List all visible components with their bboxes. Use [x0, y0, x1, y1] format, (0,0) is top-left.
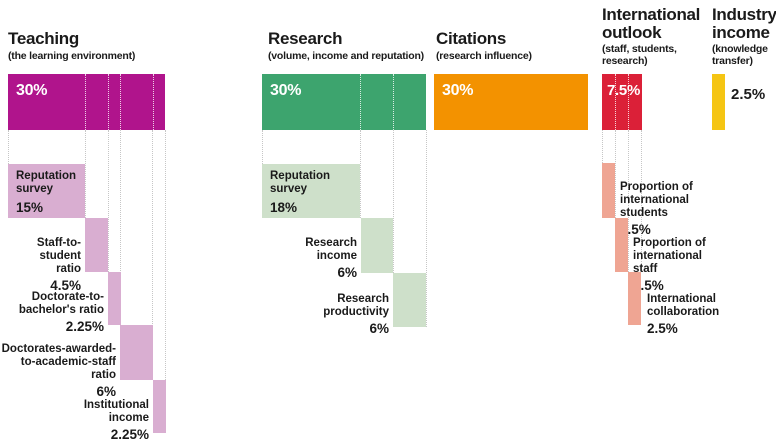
citations-subtitle: (research influence)	[436, 50, 532, 62]
sub-item-weight: 2.25%	[110, 427, 149, 442]
citations-title: Citations	[436, 29, 507, 48]
bar-divider	[615, 74, 616, 130]
guide-line	[108, 130, 109, 272]
guide-line	[152, 130, 153, 380]
sub-item-label: Reputation survey	[270, 170, 331, 195]
sub-item-label: Research income	[305, 237, 357, 262]
teaching-institutional-income-box	[153, 380, 166, 433]
industry-income-subtitle: (knowledge transfer)	[712, 43, 768, 67]
research-reputation-survey-box: Reputation survey 18%	[262, 164, 360, 218]
teaching-institutional-income-label: Institutional income 2.25%	[84, 386, 149, 443]
teaching-staff-student-ratio-box	[85, 218, 108, 272]
industry-income-weight-value: 2.5%	[731, 86, 766, 103]
guide-line	[120, 130, 121, 325]
sub-item-label: Doctorate-to- bachelor's ratio	[18, 291, 104, 316]
sub-item-label: Doctorates-awarded- to-academic-staff ra…	[1, 343, 116, 381]
guide-line	[85, 130, 86, 218]
bar-divider	[85, 74, 86, 130]
international-collaboration-box	[628, 272, 641, 325]
guide-line	[615, 130, 616, 218]
research-productivity-box	[393, 273, 426, 327]
sub-item-label: Institutional income	[83, 399, 149, 424]
research-weight-bar: 30%	[262, 74, 426, 130]
international-outlook-weight-value: 7.5%	[607, 82, 640, 99]
bar-divider	[393, 74, 394, 130]
sub-item-weight: 6%	[369, 321, 389, 336]
international-collaboration-label: International collaboration 2.5%	[647, 280, 719, 348]
sub-item-label: Proportion of international students	[620, 181, 693, 219]
teaching-subtitle: (the learning environment)	[8, 50, 136, 62]
teaching-doctorates-awarded-ratio-label: Doctorates-awarded- to-academic-staff ra…	[2, 330, 116, 411]
guide-line	[8, 130, 9, 164]
research-productivity-label: Research productivity 6%	[323, 280, 389, 348]
guide-line	[602, 130, 603, 163]
bar-divider	[153, 74, 154, 130]
research-subtitle: (volume, income and reputation)	[268, 50, 424, 62]
teaching-doctorate-bachelor-ratio-label: Doctorate-to- bachelor's ratio 2.25%	[19, 278, 104, 346]
teaching-weight-bar: 30%	[8, 74, 165, 130]
guide-line	[426, 130, 427, 327]
international-staff-box	[615, 218, 628, 272]
sub-item-label: Reputation survey	[16, 170, 77, 195]
sub-item-label: International collaboration	[647, 293, 720, 318]
sub-item-weight: 2.25%	[65, 319, 104, 334]
citations-weight-value: 30%	[442, 82, 474, 99]
teaching-weight-value: 30%	[16, 82, 48, 99]
bar-divider	[360, 74, 361, 130]
research-weight-value: 30%	[270, 82, 302, 99]
guide-line	[393, 130, 394, 273]
international-outlook-weight-bar: 7.5%	[602, 74, 642, 130]
bar-divider	[120, 74, 121, 130]
international-students-box	[602, 163, 615, 218]
sub-item-weight: 18%	[270, 200, 298, 215]
guide-line	[165, 130, 166, 380]
research-income-label: Research income 6%	[305, 224, 357, 292]
teaching-reputation-survey-box: Reputation survey 15%	[8, 164, 85, 218]
sub-item-label: Research productivity	[323, 293, 389, 318]
bar-divider	[628, 74, 629, 130]
guide-line	[641, 130, 642, 272]
international-outlook-title: International outlook	[602, 5, 701, 42]
guide-line	[360, 130, 361, 218]
sub-item-label: Proportion of international staff	[633, 237, 706, 275]
teaching-doctorate-bachelor-ratio-box	[108, 272, 121, 325]
industry-income-title: Industry income	[712, 5, 776, 42]
research-title: Research	[268, 29, 343, 48]
international-outlook-subtitle: (staff, students, research)	[602, 43, 677, 67]
teaching-doctorates-awarded-ratio-box	[120, 325, 153, 380]
sub-item-weight: 2.5%	[647, 321, 678, 336]
citations-weight-bar: 30%	[434, 74, 588, 130]
teaching-staff-student-ratio-label: Staff-to-student ratio 4.5%	[0, 224, 81, 305]
guide-line	[262, 130, 263, 164]
guide-line	[628, 130, 629, 272]
teaching-title: Teaching	[8, 29, 79, 48]
research-income-box	[361, 218, 393, 273]
bar-divider	[108, 74, 109, 130]
sub-item-weight: 6%	[337, 265, 357, 280]
industry-income-weight-bar	[712, 74, 725, 130]
sub-item-weight: 6%	[96, 384, 116, 399]
sub-item-weight: 15%	[16, 200, 44, 215]
sub-item-weight: 4.5%	[50, 278, 81, 293]
sub-item-label: Staff-to-student ratio	[36, 237, 81, 275]
